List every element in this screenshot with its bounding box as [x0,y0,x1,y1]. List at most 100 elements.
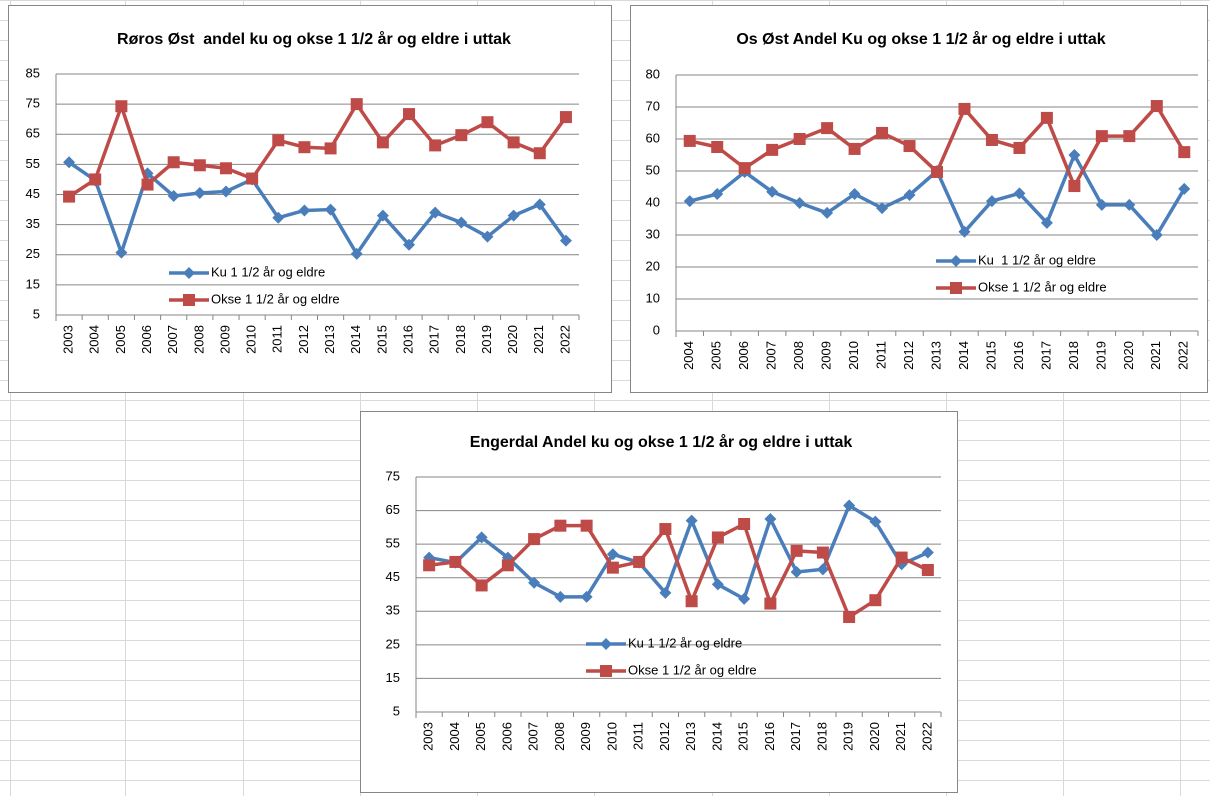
marker [843,610,856,623]
marker [895,558,908,571]
marker [89,173,102,186]
marker [843,499,856,512]
y-tick-label: 0 [653,322,660,337]
y-tick-label: 35 [386,603,400,618]
sheet-column-line [946,0,947,796]
marker [193,186,206,199]
marker [533,147,546,160]
marker [985,133,998,146]
x-tick-label: 2005 [113,325,128,354]
marker [738,592,751,605]
marker [848,188,861,201]
marker [683,134,696,147]
marker [167,190,180,203]
marker [429,206,442,219]
marker [606,548,619,561]
marker [449,555,462,568]
y-tick-label: 15 [386,670,400,685]
marker [659,523,672,536]
x-tick-label: 2007 [764,341,779,370]
marker [193,159,206,172]
sheet-column-line [125,0,126,796]
marker [1040,216,1053,229]
marker [950,282,962,294]
marker [376,136,389,149]
x-tick-label: 2010 [846,341,861,370]
x-tick-label: 2018 [1066,341,1081,370]
marker [711,188,724,201]
x-tick-label: 2012 [901,341,916,370]
marker [738,518,751,530]
marker [403,238,416,251]
x-tick-label: 2009 [217,325,232,354]
x-tick-label: 2022 [1176,341,1191,370]
x-tick-label: 2004 [447,722,462,751]
sheet-column-line [1063,0,1064,796]
y-tick-label: 85 [26,65,40,80]
marker [475,531,488,544]
marker [1068,149,1081,161]
marker [985,195,998,208]
x-tick-label: 2017 [1038,341,1053,370]
marker [219,185,232,198]
x-tick-label: 2008 [191,325,206,354]
marker [683,195,696,208]
x-tick-label: 2004 [87,325,102,354]
marker [324,142,337,155]
marker [183,267,195,279]
marker [764,512,777,525]
x-tick-label: 2014 [348,325,363,354]
x-tick-label: 2016 [762,722,777,751]
series-line [68,160,568,256]
marker [1013,187,1026,200]
legend-label: Okse 1 1/2 år og eldre [628,662,757,677]
marker [219,162,232,175]
y-tick-label: 45 [26,186,40,201]
marker [115,246,128,259]
marker [958,102,971,115]
legend-label: Okse 1 1/2 år og eldre [978,279,1107,294]
marker [816,546,829,559]
y-tick-label: 65 [26,126,40,141]
x-tick-label: 2017 [788,722,803,751]
marker [793,197,806,209]
y-tick-label: 70 [646,98,660,113]
marker [63,190,76,203]
chart-svg: 5 15 25 35 45 55 65 75 85 2003 2004 2005 2006 2007 200… [26,65,580,354]
marker [1123,198,1136,211]
x-tick-label: 2018 [814,722,829,751]
marker [559,234,572,247]
marker [324,203,337,216]
marker [685,595,698,608]
marker [507,136,520,149]
sheet-column-line [243,0,244,796]
marker [738,162,751,175]
x-tick-label: 2022 [557,325,572,354]
marker [1178,146,1191,159]
marker [475,579,488,592]
legend-label: Ku 1 1/2 år og eldre [978,252,1096,267]
marker [606,561,619,574]
x-tick-label: 2008 [791,341,806,370]
x-tick-label: 2021 [893,722,908,751]
x-tick-label: 2004 [681,341,696,370]
chart-svg: 5 15 25 35 45 55 65 75 2003 2004 2005 2006 2007 2008 2… [386,468,942,751]
x-tick-label: 2008 [552,722,567,751]
marker [403,108,416,121]
x-tick-label: 2019 [479,325,494,354]
marker [376,209,389,222]
x-tick-label: 2015 [374,325,389,354]
x-tick-label: 2010 [604,722,619,751]
y-tick-label: 5 [393,703,400,718]
y-tick-label: 10 [646,290,660,305]
marker [685,514,698,527]
x-tick-label: 2006 [499,722,514,751]
sheet-column-line [1180,0,1181,796]
y-tick-label: 60 [646,130,660,145]
x-tick-label: 2006 [736,341,751,370]
x-tick-label: 2019 [1093,341,1108,370]
marker [921,546,934,559]
y-tick-label: 45 [386,569,400,584]
marker [766,185,779,198]
marker [869,515,882,528]
